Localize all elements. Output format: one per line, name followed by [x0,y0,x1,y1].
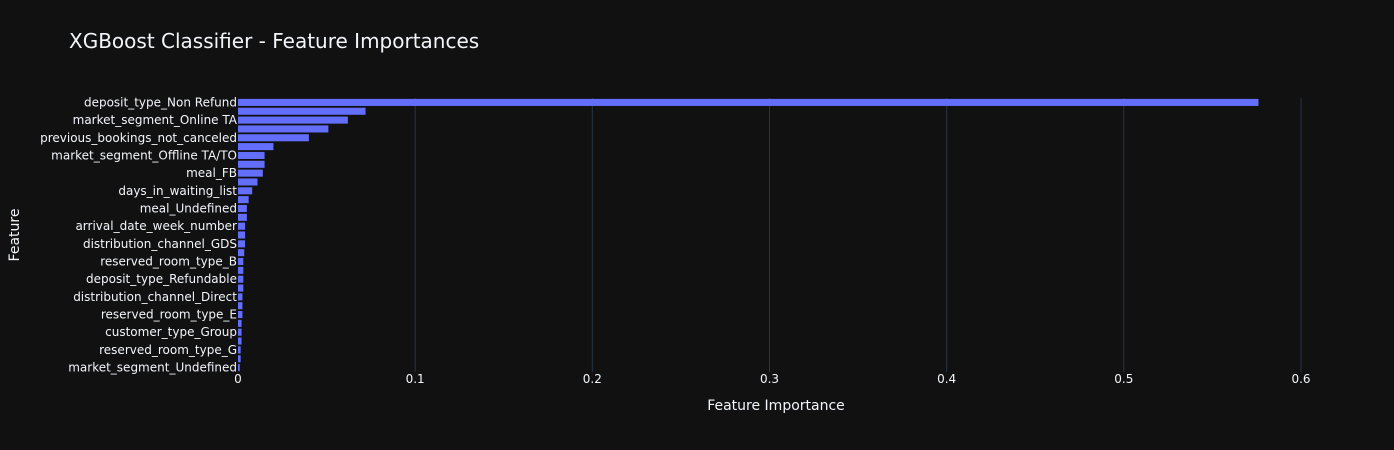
y-tick-label: arrival_date_week_number [75,219,237,233]
bar [238,346,241,354]
y-tick-label: meal_FB [186,166,237,180]
y-tick-label: reserved_room_type_E [101,308,237,322]
y-tick-label: reserved_room_type_B [100,255,237,269]
y-tick-label: meal_Undefined [140,201,237,215]
x-tick-label: 0.4 [937,372,956,386]
chart-title: XGBoost Classifier - Feature Importances [69,29,480,53]
y-tick-label: reserved_room_type_G [99,343,237,357]
bar [238,222,246,230]
x-tick-label: 0.6 [1291,372,1310,386]
y-tick-labels: deposit_type_Non Refund market_segment_On… [40,95,238,374]
bar [238,284,244,292]
bar [238,364,240,372]
x-tick-label: 0.2 [583,372,602,386]
x-axis-title: Feature Importance [707,398,845,414]
x-tick-label: 0 [234,372,242,386]
bar [238,169,263,177]
bar [238,293,243,301]
bar [238,275,244,283]
bar [238,151,265,159]
x-tick-label: 0.1 [406,372,425,386]
bar [238,125,329,133]
bar [238,249,245,257]
y-tick-label: distribution_channel_Direct [73,290,237,304]
y-tick-label: days_in_waiting_list [118,184,237,198]
bar [238,160,265,168]
bar [238,319,242,327]
bar [238,213,247,221]
bar [238,231,246,239]
y-tick-label: previous_bookings_not_canceled [40,131,237,145]
bar [238,134,309,142]
bar [238,204,247,213]
bar [238,257,244,266]
x-tick-label: 0.5 [1114,372,1133,386]
bar [238,178,258,186]
x-tick-labels: 0 0.1 0.2 0.3 0.4 0.5 0.6 [234,372,1310,386]
y-tick-label: market_segment_Offline TA/TO [51,148,237,162]
bar [238,311,243,319]
y-tick-label: distribution_channel_GDS [83,237,237,251]
y-tick-label: deposit_type_Refundable [86,272,237,286]
y-axis-title: Feature [7,209,23,262]
bar [238,187,253,195]
y-tick-label: deposit_type_Non Refund [84,95,237,109]
grid-lines [414,98,1302,372]
bar [238,302,243,310]
bar [238,355,241,363]
y-tick-label: market_segment_Online TA [73,113,238,127]
bar [238,98,1259,106]
bar [238,266,244,274]
y-tick-label: customer_type_Group [105,325,237,339]
x-tick-label: 0.3 [760,372,779,386]
bar [238,328,242,336]
bar [238,143,274,151]
bar [238,107,366,115]
bar [238,196,249,204]
bar [238,240,246,248]
bars [238,98,1259,372]
bar [238,337,242,345]
y-tick-label: market_segment_Undefined [68,361,237,375]
bar [238,116,348,124]
